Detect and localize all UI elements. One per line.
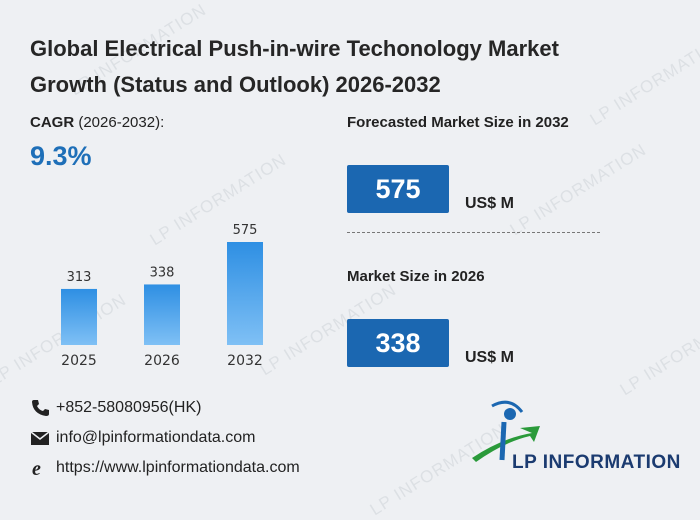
phone-icon [30, 399, 50, 417]
watermark: LP INFORMATION [616, 299, 700, 400]
cagr-label-bold: CAGR [30, 114, 75, 131]
svg-text:e: e [32, 459, 41, 477]
watermark: LP INFORMATION [506, 139, 650, 240]
bar-value-label: 338 [150, 265, 175, 280]
divider [347, 232, 600, 233]
x-tick-label: 2025 [61, 353, 97, 369]
bar-2026 [144, 284, 180, 345]
website-link[interactable]: https://www.lpinformationdata.com [56, 459, 300, 476]
bar-2025 [61, 288, 97, 345]
x-tick-label: 2032 [227, 353, 263, 369]
x-tick-label: 2026 [144, 353, 180, 369]
title-line-2: Growth (Status and Outlook) 2026-2032 [30, 72, 441, 97]
cagr-label-period: (2026-2032): [74, 114, 165, 131]
web-icon: e [30, 458, 50, 480]
current-label: Market Size in 2026 [347, 268, 485, 285]
brand-name: LP INFORMATION [512, 452, 681, 473]
title-line-1: Global Electrical Push-in-wire Techonolo… [30, 36, 559, 61]
forecast-value-box: 575 [347, 165, 449, 213]
current-value-box: 338 [347, 319, 449, 367]
phone-text: +852-58080956(HK) [56, 399, 202, 416]
bar-value-label: 575 [233, 223, 258, 238]
contact-phone: +852-58080956(HK) [30, 399, 201, 417]
mail-icon [30, 429, 50, 447]
cagr-value: 9.3% [30, 141, 92, 171]
cagr-label: CAGR (2026-2032): [30, 114, 164, 131]
page-title: Global Electrical Push-in-wire Techonolo… [30, 31, 670, 103]
email-link[interactable]: info@lpinformationdata.com [56, 429, 256, 446]
forecast-label: Forecasted Market Size in 2032 [347, 114, 569, 131]
bar-value-label: 313 [67, 270, 92, 285]
current-unit: US$ M [465, 349, 514, 366]
contact-website: e https://www.lpinformationdata.com [30, 458, 300, 480]
forecast-unit: US$ M [465, 195, 514, 212]
market-size-bar-chart: 313 2025 338 2026 575 2032 [61, 223, 263, 369]
bar-2032 [227, 242, 263, 345]
contact-email: info@lpinformationdata.com [30, 429, 255, 447]
lp-information-logo [472, 400, 540, 462]
